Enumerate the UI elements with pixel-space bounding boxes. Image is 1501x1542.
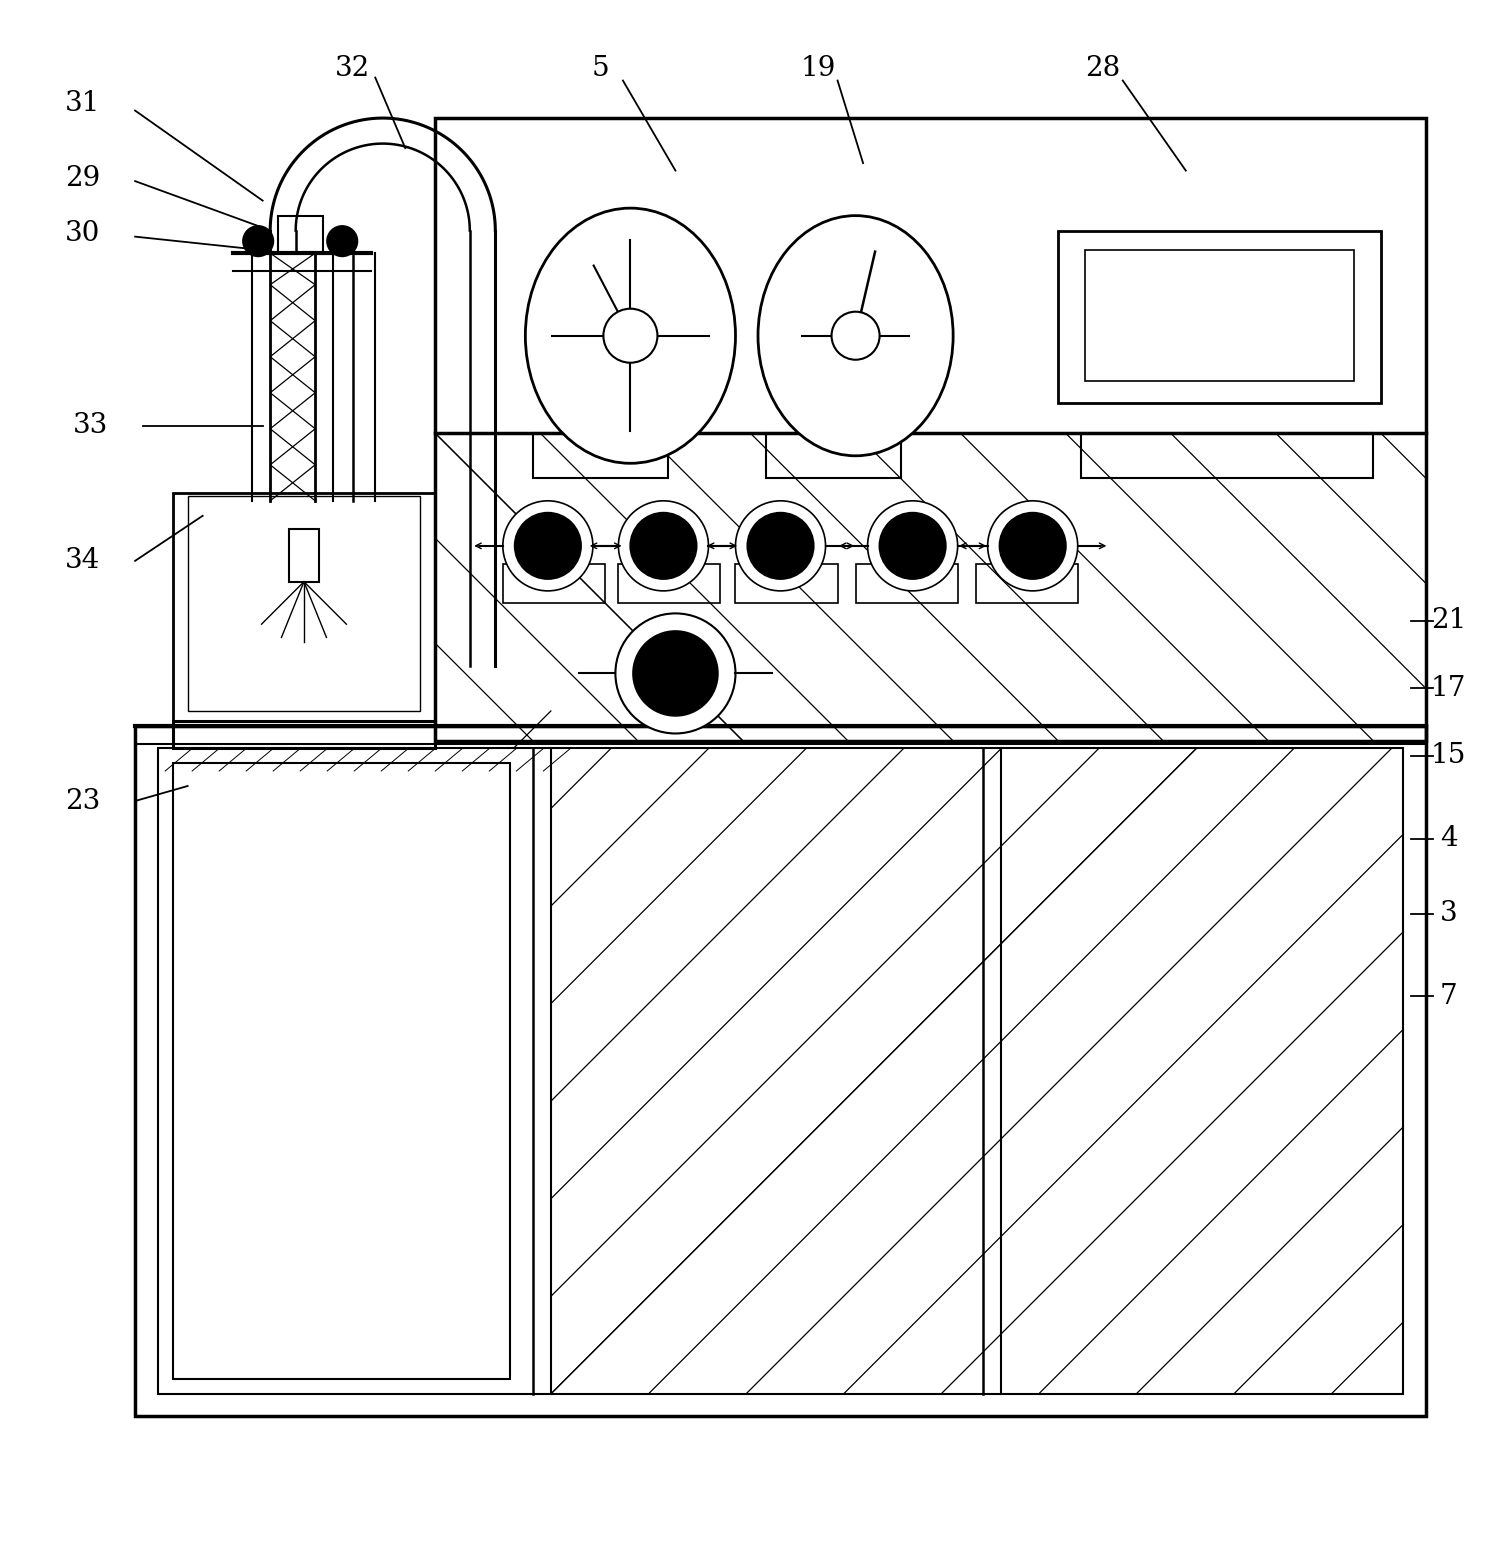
Circle shape (603, 308, 657, 362)
Text: 15: 15 (1430, 743, 1466, 769)
Text: 33: 33 (72, 412, 108, 439)
Text: 32: 32 (335, 56, 371, 82)
Bar (288, 529, 318, 581)
Circle shape (880, 513, 946, 578)
Text: 31: 31 (65, 89, 101, 117)
Bar (188, 497, 420, 711)
Text: 7: 7 (1439, 982, 1457, 1010)
Ellipse shape (758, 216, 953, 456)
Bar (766, 433, 901, 478)
Circle shape (747, 513, 814, 578)
Text: 3: 3 (1439, 901, 1457, 927)
Text: 5: 5 (591, 56, 609, 82)
Bar (173, 722, 435, 748)
Bar (735, 564, 838, 603)
Bar (158, 748, 1403, 1394)
Text: 21: 21 (1430, 608, 1466, 634)
Bar (278, 216, 323, 253)
Circle shape (243, 227, 273, 256)
Text: 28: 28 (1085, 56, 1121, 82)
Bar (173, 763, 510, 1379)
Text: 4: 4 (1439, 825, 1457, 853)
Text: 19: 19 (800, 56, 836, 82)
Circle shape (832, 311, 880, 359)
Bar (435, 119, 1426, 742)
Bar (173, 493, 435, 726)
Bar (1081, 433, 1373, 478)
Circle shape (988, 501, 1078, 591)
Bar (1058, 231, 1381, 404)
Bar (503, 564, 605, 603)
Circle shape (735, 501, 826, 591)
Text: 29: 29 (65, 165, 101, 191)
Circle shape (515, 513, 581, 578)
Ellipse shape (525, 208, 735, 463)
Circle shape (1000, 513, 1066, 578)
Text: 30: 30 (65, 221, 101, 247)
Bar (533, 433, 668, 478)
Bar (976, 564, 1078, 603)
Circle shape (630, 513, 696, 578)
Bar (1085, 250, 1354, 381)
Circle shape (868, 501, 958, 591)
Circle shape (327, 227, 357, 256)
Circle shape (615, 614, 735, 734)
Circle shape (618, 501, 708, 591)
Bar (618, 564, 720, 603)
Bar (856, 564, 958, 603)
Text: 34: 34 (65, 547, 101, 574)
Circle shape (633, 631, 717, 715)
Circle shape (503, 501, 593, 591)
Text: 17: 17 (1430, 675, 1466, 702)
Text: 23: 23 (65, 788, 101, 814)
Bar (135, 726, 1426, 1417)
